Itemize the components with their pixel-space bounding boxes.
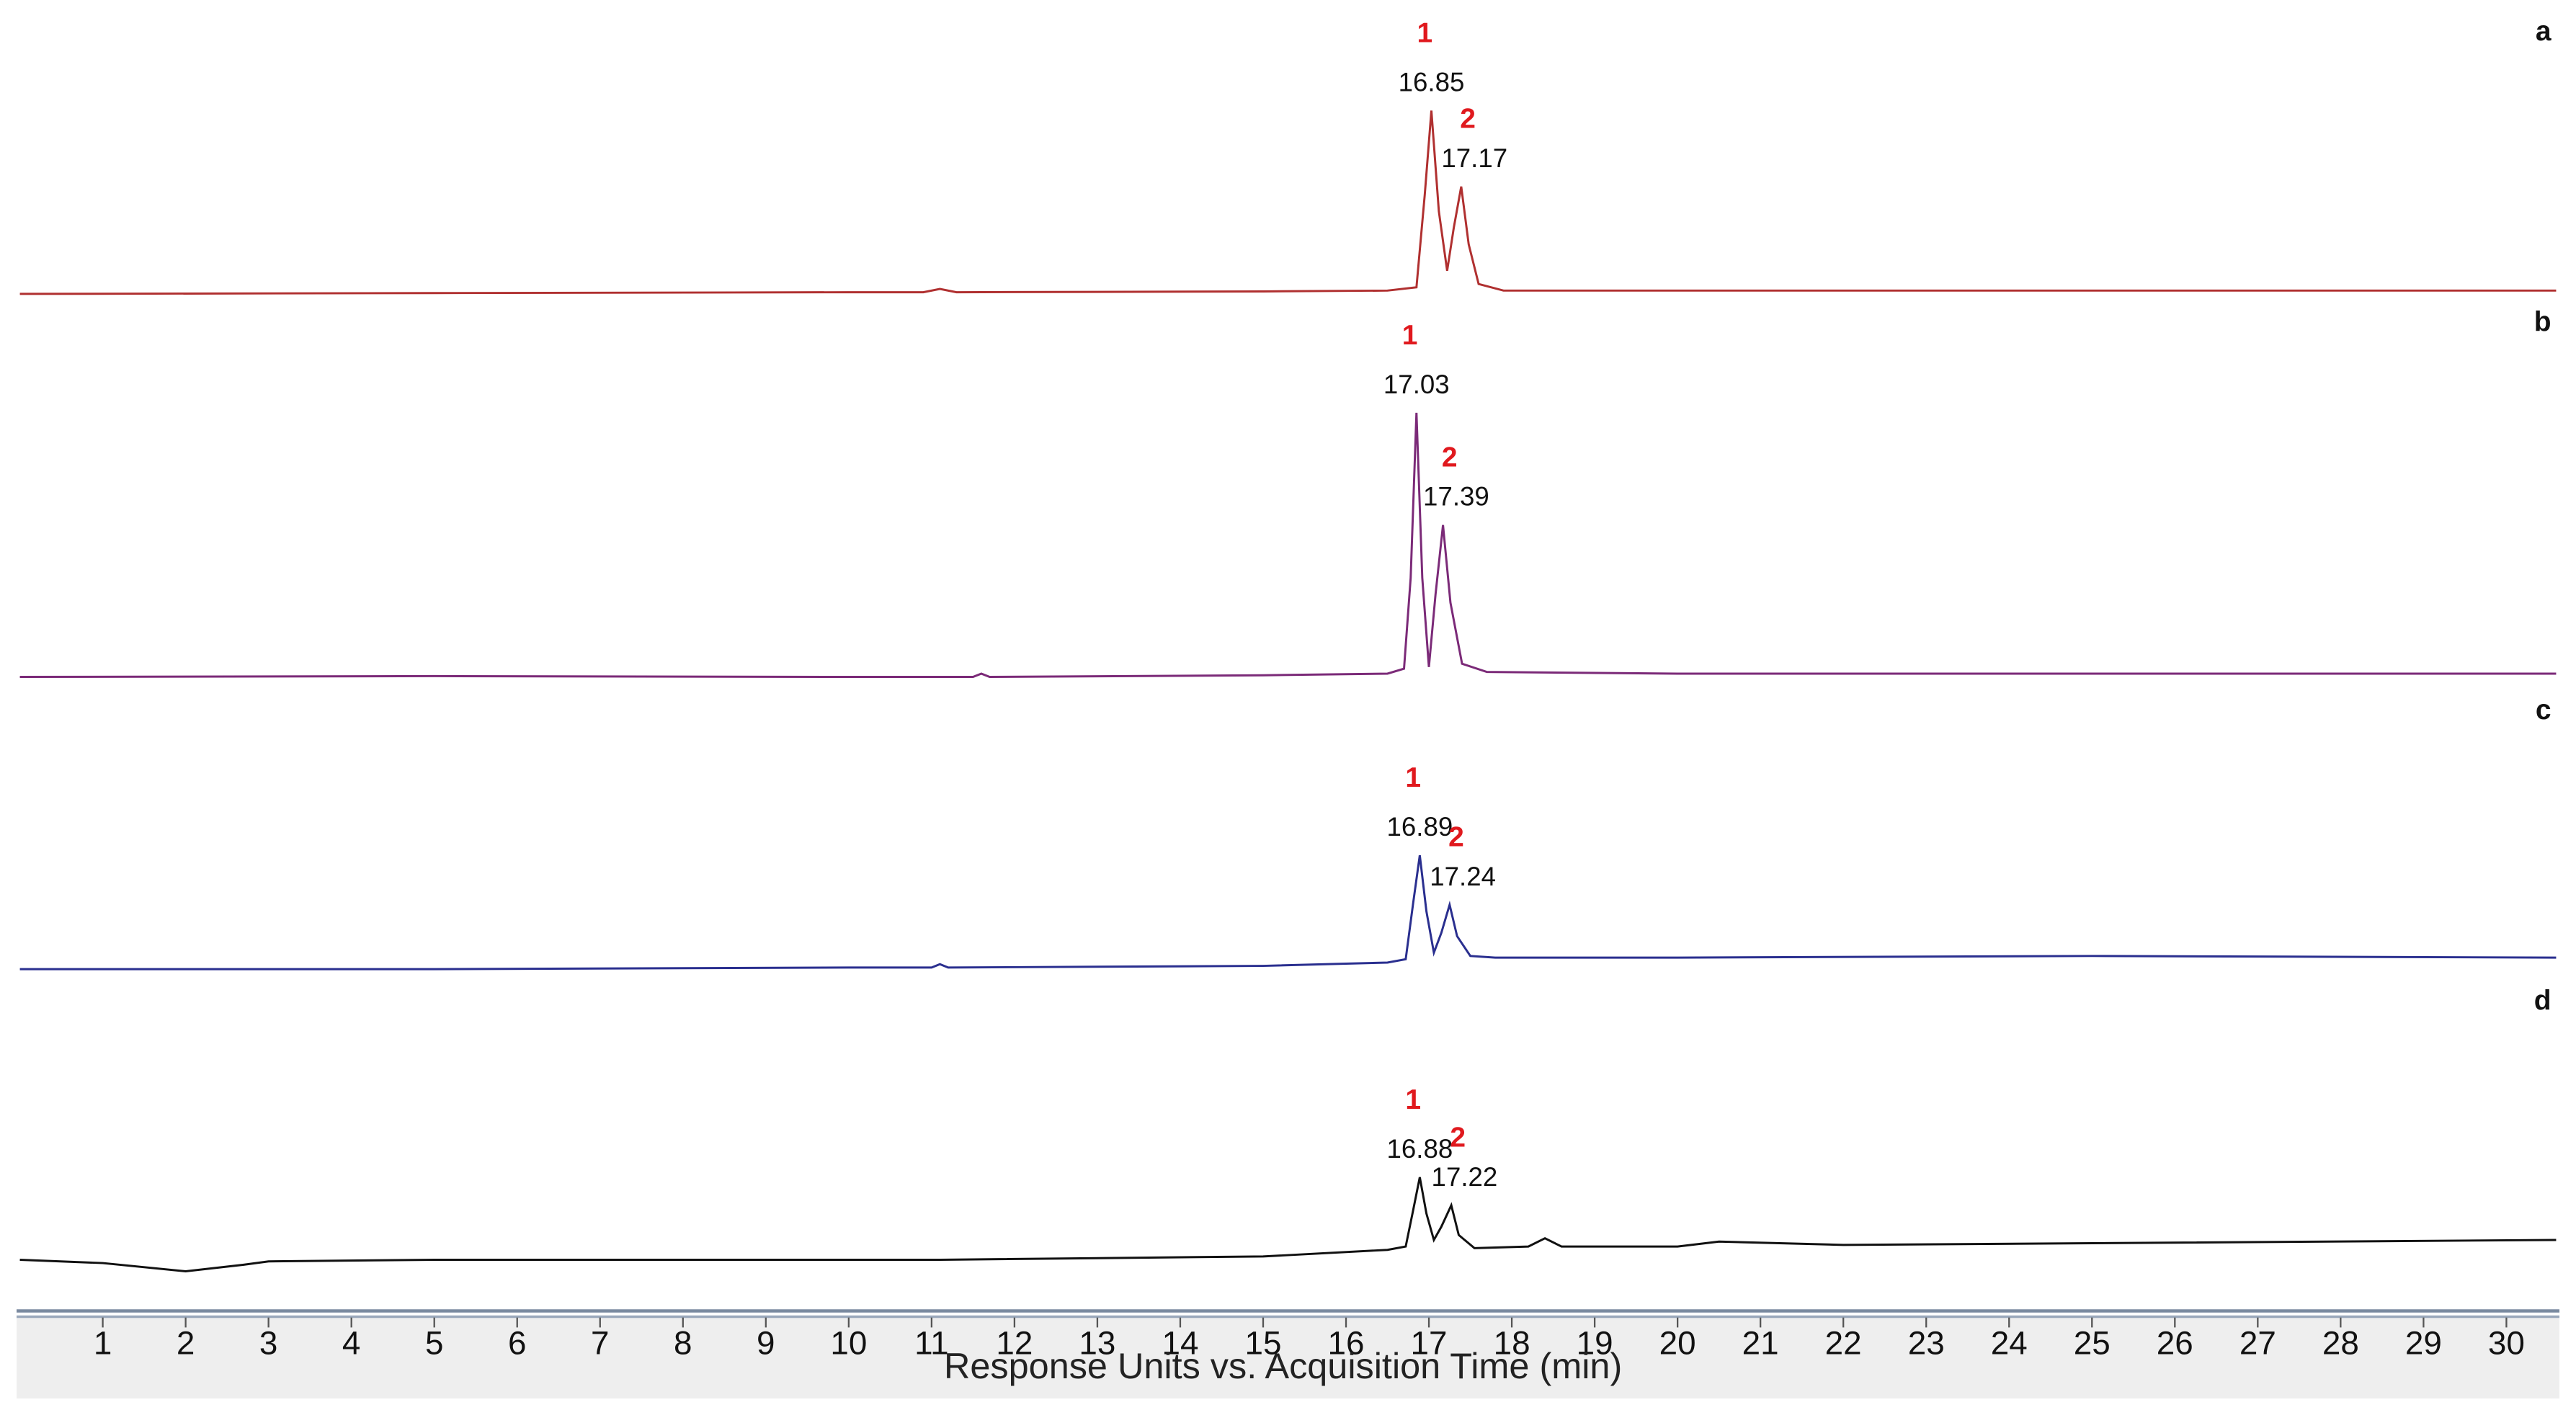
x-tick-label: 10 bbox=[830, 1325, 867, 1362]
peak-number: 2 bbox=[1460, 104, 1476, 135]
x-tick-label: 3 bbox=[259, 1325, 278, 1362]
peak-time: 16.89 bbox=[1387, 812, 1453, 842]
x-tick-label: 19 bbox=[1577, 1325, 1613, 1362]
x-axis-band bbox=[16, 1316, 2560, 1398]
peak-number: 2 bbox=[1450, 1122, 1466, 1153]
x-axis-title: Response Units vs. Acquisition Time (min… bbox=[944, 1345, 1622, 1386]
x-tick-label: 8 bbox=[674, 1325, 692, 1362]
trace bbox=[19, 1177, 2557, 1273]
panel-label: a bbox=[2536, 16, 2552, 47]
x-tick-label: 1 bbox=[94, 1325, 112, 1362]
x-tick-label: 29 bbox=[2405, 1325, 2442, 1362]
peak-time: 16.88 bbox=[1387, 1134, 1453, 1164]
x-tick-label: 25 bbox=[2074, 1325, 2111, 1362]
x-tick-label: 30 bbox=[2488, 1325, 2525, 1362]
trace bbox=[19, 855, 2557, 971]
peak-time: 17.03 bbox=[1383, 370, 1450, 399]
x-tick-label: 21 bbox=[1742, 1325, 1779, 1362]
x-tick-label: 15 bbox=[1244, 1325, 1281, 1362]
x-tick-label: 24 bbox=[1991, 1325, 2028, 1362]
trace bbox=[19, 110, 2557, 295]
x-tick-label: 27 bbox=[2239, 1325, 2276, 1362]
x-tick-label: 12 bbox=[996, 1325, 1033, 1362]
x-tick-label: 4 bbox=[342, 1325, 361, 1362]
peak-number: 1 bbox=[1405, 762, 1421, 793]
peak-number: 2 bbox=[1442, 442, 1458, 473]
panel-label: b bbox=[2534, 306, 2552, 337]
x-tick-label: 22 bbox=[1825, 1325, 1862, 1362]
peak-time: 16.85 bbox=[1399, 68, 1465, 97]
x-tick-label: 26 bbox=[2157, 1325, 2193, 1362]
panel-label: c bbox=[2536, 695, 2552, 726]
peak-time: 17.24 bbox=[1430, 862, 1496, 891]
x-tick-label: 6 bbox=[508, 1325, 527, 1362]
panel-label: d bbox=[2534, 985, 2552, 1016]
x-tick-label: 9 bbox=[757, 1325, 775, 1362]
peak-number: 1 bbox=[1402, 320, 1418, 351]
peak-time: 17.22 bbox=[1432, 1162, 1498, 1192]
x-tick-label: 14 bbox=[1162, 1325, 1198, 1362]
x-tick-label: 2 bbox=[177, 1325, 195, 1362]
x-tick-label: 5 bbox=[425, 1325, 444, 1362]
x-tick-label: 28 bbox=[2322, 1325, 2359, 1362]
peak-time: 17.17 bbox=[1441, 143, 1507, 173]
x-tick-label: 18 bbox=[1494, 1325, 1530, 1362]
peak-time: 17.39 bbox=[1423, 482, 1489, 512]
peak-number: 2 bbox=[1448, 821, 1464, 852]
x-tick-label: 20 bbox=[1659, 1325, 1696, 1362]
x-tick-label: 16 bbox=[1328, 1325, 1365, 1362]
x-tick-label: 23 bbox=[1908, 1325, 1945, 1362]
peak-number: 1 bbox=[1417, 17, 1433, 48]
x-tick-label: 11 bbox=[914, 1325, 949, 1362]
x-tick-label: 13 bbox=[1079, 1325, 1115, 1362]
trace bbox=[19, 412, 2557, 679]
x-tick-label: 17 bbox=[1411, 1325, 1448, 1362]
peak-number: 1 bbox=[1405, 1084, 1421, 1115]
x-tick-label: 7 bbox=[591, 1325, 610, 1362]
